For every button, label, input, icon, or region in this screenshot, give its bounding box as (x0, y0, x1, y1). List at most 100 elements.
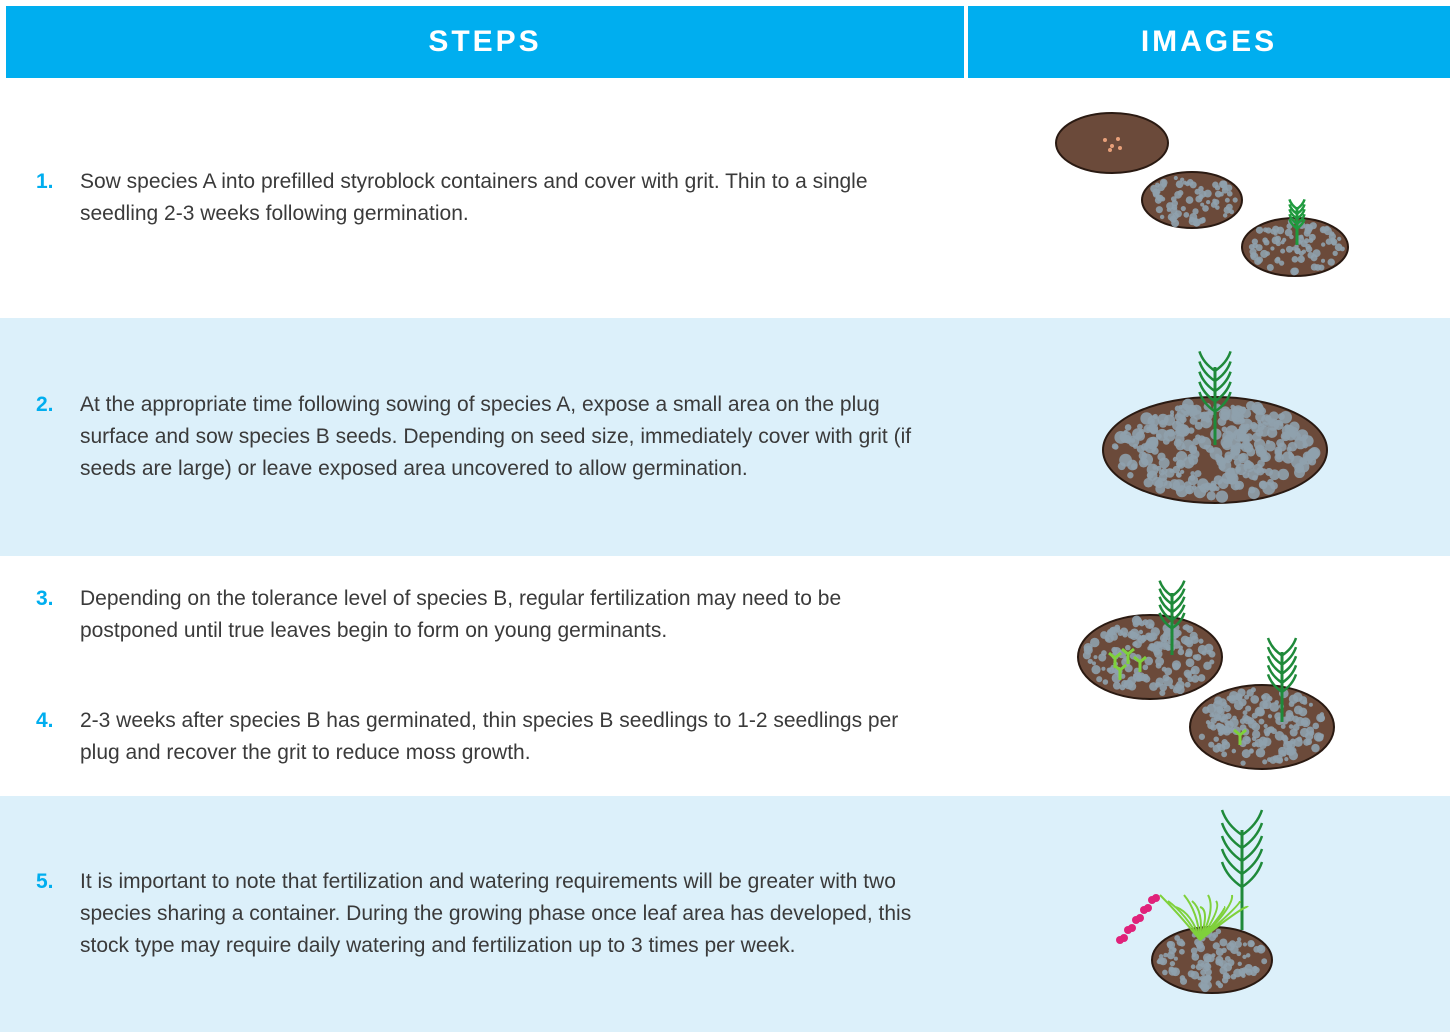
grit (1267, 696, 1273, 702)
grit (1167, 208, 1171, 212)
grit (1274, 453, 1283, 462)
grit (1195, 195, 1202, 202)
grit (1147, 470, 1157, 480)
grit (1142, 664, 1148, 670)
grit (1113, 682, 1121, 690)
grit (1171, 219, 1179, 227)
grit (1213, 199, 1219, 205)
grit (1256, 748, 1266, 758)
grit (1276, 227, 1284, 235)
grit (1286, 710, 1294, 718)
grit (1267, 757, 1272, 762)
grit (1223, 963, 1232, 972)
soil-plug (1056, 113, 1168, 173)
grit (1156, 433, 1162, 439)
grit (1262, 237, 1268, 243)
grit (1302, 249, 1306, 253)
grit (1190, 669, 1195, 674)
grit (1258, 422, 1263, 427)
grit (1321, 227, 1326, 232)
grit (1298, 256, 1305, 263)
grit (1259, 719, 1265, 725)
grit (1162, 638, 1166, 642)
grit (1219, 192, 1224, 197)
grit (1127, 472, 1133, 478)
grit (1298, 708, 1307, 717)
grit (1184, 640, 1190, 646)
grit (1183, 212, 1189, 218)
flower (1136, 914, 1144, 922)
grit (1285, 229, 1293, 237)
grit (1280, 249, 1285, 254)
grit (1200, 963, 1205, 968)
grit (1242, 736, 1251, 745)
grit (1125, 424, 1132, 431)
grit (1180, 978, 1187, 985)
grit (1294, 738, 1303, 747)
grit (1184, 670, 1192, 678)
grit (1265, 251, 1270, 256)
grit (1265, 468, 1273, 476)
grit (1238, 454, 1246, 462)
grit (1276, 257, 1281, 262)
grit (1294, 248, 1300, 254)
grit (1147, 646, 1151, 650)
grit (1240, 418, 1245, 423)
grit (1288, 427, 1298, 437)
grit (1235, 466, 1241, 472)
grit (1155, 183, 1160, 188)
grit (1309, 703, 1313, 707)
grit (1262, 468, 1267, 473)
grit (1232, 749, 1237, 754)
grit (1211, 953, 1215, 957)
grit (1276, 439, 1284, 447)
grit (1222, 426, 1228, 432)
grit (1239, 971, 1245, 977)
grit (1159, 457, 1170, 468)
illustrations (0, 0, 1450, 1032)
grit (1190, 181, 1197, 188)
grit (1245, 706, 1251, 712)
grit (1186, 626, 1193, 633)
grit (1202, 707, 1209, 714)
grit (1215, 956, 1223, 964)
seed (1118, 146, 1122, 150)
grit (1162, 667, 1167, 672)
grit (1213, 736, 1218, 741)
grit (1215, 715, 1220, 720)
grit (1288, 442, 1298, 452)
grit (1128, 682, 1136, 690)
grit (1127, 631, 1135, 639)
grit (1180, 416, 1187, 423)
grit (1290, 728, 1298, 736)
grit (1282, 238, 1286, 242)
grit (1244, 443, 1254, 453)
grit (1333, 251, 1338, 256)
grit (1337, 237, 1341, 241)
grit (1162, 970, 1168, 976)
grit (1268, 714, 1272, 718)
grit (1251, 970, 1257, 976)
grit (1302, 700, 1307, 705)
grit (1191, 964, 1196, 969)
grit (1238, 962, 1242, 966)
grit (1174, 191, 1182, 199)
grit (1207, 722, 1214, 729)
grit (1120, 627, 1128, 635)
grit (1170, 469, 1174, 473)
grit (1181, 206, 1186, 211)
grit (1260, 451, 1266, 457)
grit (1268, 726, 1274, 732)
grit (1121, 680, 1128, 687)
page: STEPS IMAGES 1.Sow species A into prefil… (0, 0, 1450, 1032)
grit (1221, 751, 1227, 757)
grit (1245, 460, 1251, 466)
grit (1312, 723, 1319, 730)
grit (1223, 213, 1228, 218)
grit (1219, 938, 1227, 946)
grit (1283, 741, 1292, 750)
grit (1141, 453, 1153, 465)
grit (1306, 224, 1314, 232)
grit (1091, 665, 1100, 674)
grit (1264, 731, 1269, 736)
